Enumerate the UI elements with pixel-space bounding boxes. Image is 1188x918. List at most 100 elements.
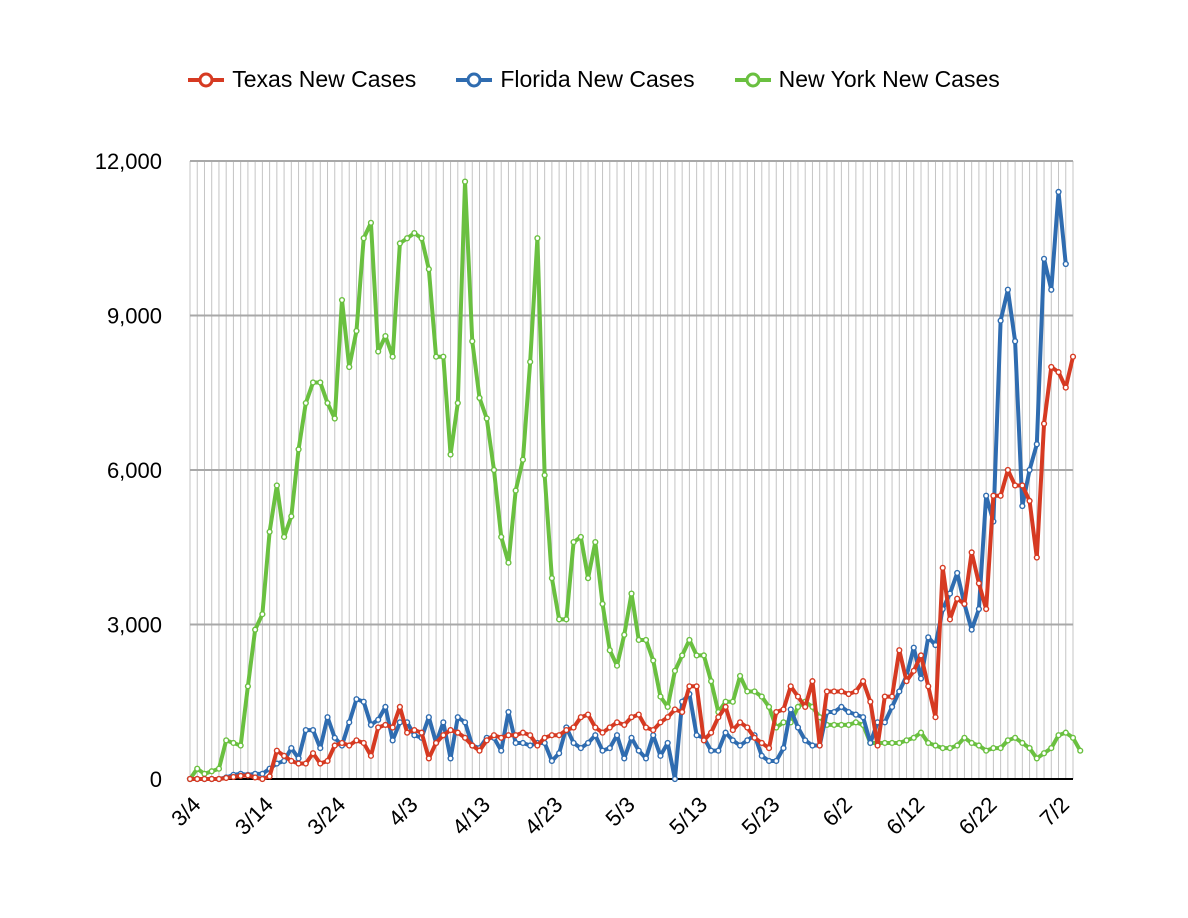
data-point (1048, 363, 1055, 371)
data-point (353, 327, 360, 335)
data-point (577, 744, 584, 752)
legend-marker-icon (456, 72, 493, 87)
data-point (309, 750, 317, 757)
data-point (874, 742, 881, 749)
data-point (302, 399, 309, 407)
data-point (353, 737, 360, 744)
data-point (896, 739, 903, 747)
data-point (845, 721, 852, 729)
x-tick-label: 6/2 (818, 792, 857, 831)
data-point (259, 770, 266, 777)
data-point (968, 626, 975, 633)
data-point (512, 487, 519, 494)
data-point (722, 729, 729, 736)
data-point (527, 732, 534, 739)
data-point (411, 230, 418, 237)
data-point (758, 752, 765, 759)
data-point (1026, 466, 1033, 474)
data-point (606, 744, 613, 752)
data-point (548, 575, 555, 582)
data-point (317, 760, 324, 767)
data-point (476, 747, 483, 754)
data-point (490, 466, 498, 474)
data-point (736, 742, 744, 749)
data-point (360, 698, 367, 705)
data-point (823, 688, 831, 695)
data-point (324, 757, 331, 765)
data-point (498, 533, 505, 541)
data-point (324, 399, 331, 407)
data-point (1019, 739, 1026, 747)
data-point (519, 739, 527, 747)
y-tick-label: 0 (150, 767, 162, 792)
data-point (816, 742, 823, 749)
data-point (917, 652, 925, 659)
legend: Texas New Cases Florida New Cases New Yo… (0, 66, 1188, 93)
data-point (302, 726, 309, 734)
data-point (237, 742, 244, 749)
data-point (809, 742, 816, 749)
data-point (288, 513, 295, 520)
data-point (722, 703, 729, 711)
data-point (244, 683, 252, 690)
data-point (628, 714, 635, 721)
data-point (1004, 286, 1011, 293)
data-point (715, 747, 722, 754)
x-tick-label: 5/3 (600, 792, 639, 831)
data-point (700, 737, 707, 744)
data-point (230, 739, 237, 747)
data-point (1019, 502, 1026, 510)
data-point (983, 605, 990, 613)
data-point (186, 775, 194, 783)
y-tick-label: 3,000 (107, 613, 162, 638)
data-point (744, 688, 751, 695)
data-point (548, 732, 555, 739)
data-point (983, 492, 990, 499)
data-point (657, 752, 664, 759)
data-point (657, 719, 664, 726)
data-point (360, 235, 367, 242)
x-tick-label: 4/3 (383, 792, 422, 831)
data-point (389, 724, 396, 731)
data-point (975, 742, 983, 749)
data-point (252, 774, 259, 781)
data-point (1040, 750, 1048, 757)
x-tick-label: 3/4 (166, 792, 205, 831)
data-point (650, 657, 657, 664)
data-point (302, 760, 309, 767)
data-point (664, 714, 671, 721)
data-point (317, 379, 324, 386)
data-point (527, 358, 534, 365)
data-point (925, 634, 932, 641)
data-point (773, 757, 780, 765)
data-point (215, 775, 223, 783)
data-point (954, 595, 961, 602)
data-point (635, 636, 642, 644)
data-point (440, 353, 447, 360)
data-point (490, 732, 498, 739)
y-tick-label: 6,000 (107, 458, 162, 483)
data-point (671, 667, 679, 674)
data-point (367, 752, 375, 759)
data-point (570, 724, 577, 731)
data-point (252, 626, 259, 633)
data-point (831, 708, 838, 716)
data-point (686, 683, 693, 690)
data-point (650, 726, 657, 734)
data-point (432, 353, 440, 360)
data-point (346, 719, 353, 726)
data-point (787, 706, 794, 713)
data-point (411, 732, 418, 739)
data-point (223, 774, 230, 782)
x-tick-label: 4/23 (519, 792, 567, 840)
data-point (1040, 255, 1048, 262)
data-point (461, 734, 469, 741)
data-point (679, 708, 686, 716)
data-point (280, 752, 288, 759)
data-point (461, 178, 469, 185)
data-point (613, 732, 621, 739)
data-point (852, 711, 859, 718)
data-point (201, 770, 208, 777)
data-point (744, 724, 751, 731)
legend-marker-icon (188, 72, 225, 87)
